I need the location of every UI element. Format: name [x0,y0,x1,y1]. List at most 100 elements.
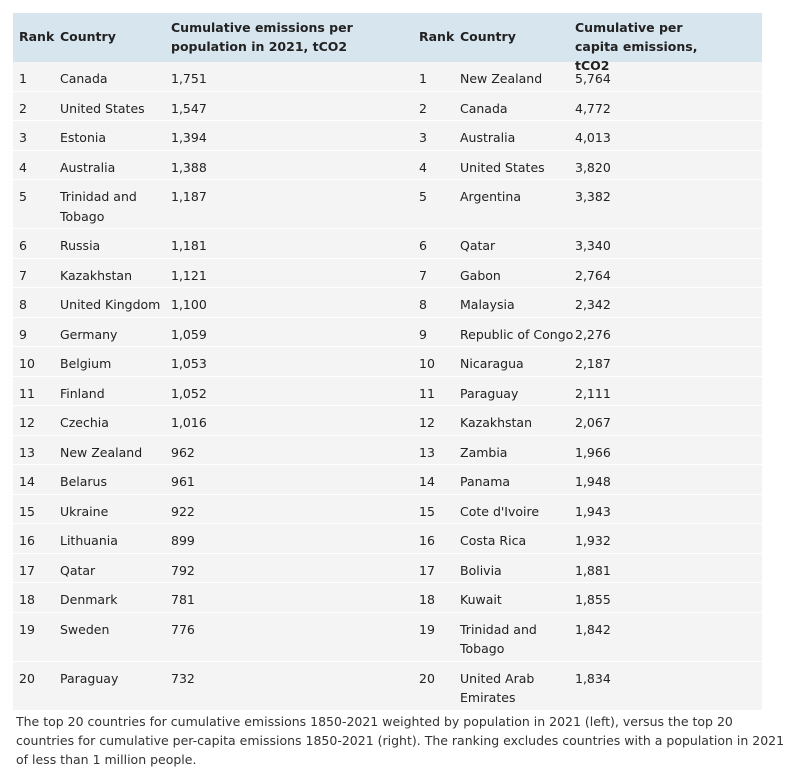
cell-value-right: 2,764 [575,267,611,283]
cell-country-left: Trinidad and Tobago [60,189,137,224]
cell-country-left: Estonia [60,130,107,145]
cell-country-right: United Arab Emirates [460,670,535,706]
table-header: Rank Country Cumulative emissions per po… [13,13,762,73]
cell-rank-right: 8 [419,297,427,312]
cell-rank-right: 1 [419,71,427,86]
cell-value-left: 1,187 [171,189,207,204]
cell-value-right: 1,932 [575,533,611,548]
cell-country-left: Kazakhstan [60,267,133,283]
cell-country-left: Belarus [60,474,107,489]
cell-rank-left: 18 [19,592,35,607]
cell-value-right: 1,834 [575,670,611,686]
table-row: 9 Germany 1,059 9 Republic of Congo 2,276 [13,318,762,347]
cell-value-right: 1,881 [575,562,611,578]
cell-value-right: 4,013 [575,130,611,145]
table-row: 7 Kazakhstan 1,121 7 Gabon 2,764 [13,259,762,288]
cell-value-right: 1,855 [575,592,611,607]
cell-rank-right: 2 [419,100,427,116]
cell-rank-left: 15 [19,503,35,519]
cell-rank-right: 20 [419,670,435,686]
header-value-right: Cumulative per capita emissions, tCO2 [575,20,698,73]
cell-country-left: Canada [60,71,108,86]
cell-country-right: New Zealand [460,71,543,86]
table-row: 2 United States 1,547 2 Canada 4,772 [13,92,762,121]
cell-rank-right: 6 [419,238,427,253]
table-body: 1 Canada 1,751 1 New Zealand 5,764 2 United Sta… [13,62,762,711]
header-country-right: Country [460,29,516,44]
cell-value-left: 1,547 [171,100,207,116]
table-row: 12 Czechia 1,016 12 Kazakhstan 2,067 [13,406,762,436]
cell-rank-right: 9 [419,326,427,342]
cell-country-right: Malaysia [460,297,515,312]
cell-country-left: Lithuania [60,533,118,548]
cell-rank-left: 2 [19,100,27,116]
table-row: 11 Finland 1,052 11 Paraguay 2,111 [13,377,762,406]
table-row: 5 Trinidad and Tobago 1,187 5 Argentina 3,382 [13,180,762,229]
cell-value-right: 1,842 [575,621,611,637]
table-row: 14 Belarus 961 14 Panama 1,948 [13,465,762,495]
cell-rank-left: 1 [19,71,27,86]
cell-rank-left: 17 [19,562,35,578]
cell-country-right: Bolivia [460,562,502,578]
cell-country-right: Kazakhstan [460,415,533,430]
cell-rank-left: 3 [19,130,27,145]
cell-value-left: 1,053 [171,356,207,371]
table-row: 17 Qatar 792 17 Bolivia 1,881 [13,554,762,583]
cell-value-left: 962 [171,444,195,460]
cell-rank-left: 20 [19,670,35,686]
cell-country-right: Trinidad and Tobago [460,621,537,657]
cell-value-right: 2,187 [575,356,611,371]
cell-value-right: 2,342 [575,297,611,312]
table-row: 6 Russia 1,181 6 Qatar 3,340 [13,229,762,259]
cell-value-left: 781 [171,592,195,607]
table-row: 4 Australia 1,388 4 United States 3,820 [13,151,762,180]
cell-country-left: Qatar [60,562,96,578]
cell-rank-left: 10 [19,356,35,371]
table-row: 20 Paraguay 732 20 United Arab Emirates 1,834 [13,662,762,711]
cell-rank-left: 13 [19,444,35,460]
cell-rank-left: 12 [19,415,35,430]
table-row: 1 Canada 1,751 1 New Zealand 5,764 [13,62,762,92]
cell-rank-left: 19 [19,621,35,637]
cell-rank-left: 14 [19,474,35,489]
cell-value-left: 1,059 [171,326,207,342]
cell-value-right: 3,820 [575,159,611,175]
cell-rank-left: 11 [19,385,35,401]
cell-country-left: Australia [60,159,116,175]
cell-country-right: Kuwait [460,592,502,607]
cell-value-left: 961 [171,474,195,489]
cell-rank-right: 15 [419,503,435,519]
cell-rank-right: 12 [419,415,435,430]
cell-value-left: 922 [171,503,195,519]
cell-country-left: United States [60,100,145,116]
cell-country-right: United States [460,159,545,175]
table-row: 10 Belgium 1,053 10 Nicaragua 2,187 [13,347,762,377]
cell-country-right: Costa Rica [460,533,527,548]
cell-value-left: 1,388 [171,159,207,175]
cell-country-right: Argentina [460,189,521,204]
cell-value-right: 2,111 [575,385,611,401]
cell-country-left: Belgium [60,356,112,371]
cell-value-left: 1,751 [171,71,207,86]
table-row: 8 United Kingdom 1,100 8 Malaysia 2,342 [13,288,762,318]
cell-value-right: 4,772 [575,100,611,116]
cell-value-left: 1,394 [171,130,207,145]
cell-country-left: Russia [60,238,101,253]
cell-value-right: 1,966 [575,444,611,460]
cell-country-right: Cote d'Ivoire [460,503,540,519]
cell-country-left: Denmark [60,592,118,607]
cell-rank-right: 14 [419,474,435,489]
cell-country-left: Finland [60,385,105,401]
cell-rank-right: 16 [419,533,435,548]
cell-country-right: Nicaragua [460,356,524,371]
cell-rank-right: 7 [419,267,427,283]
cell-rank-right: 18 [419,592,435,607]
table-row: 3 Estonia 1,394 3 Australia 4,013 [13,121,762,151]
cell-rank-right: 13 [419,444,435,460]
cell-value-left: 776 [171,621,195,637]
cell-value-left: 899 [171,533,195,548]
cell-rank-right: 19 [419,621,435,637]
cell-value-right: 3,382 [575,189,611,204]
cell-country-right: Paraguay [460,385,519,401]
cell-country-left: Czechia [60,415,109,430]
